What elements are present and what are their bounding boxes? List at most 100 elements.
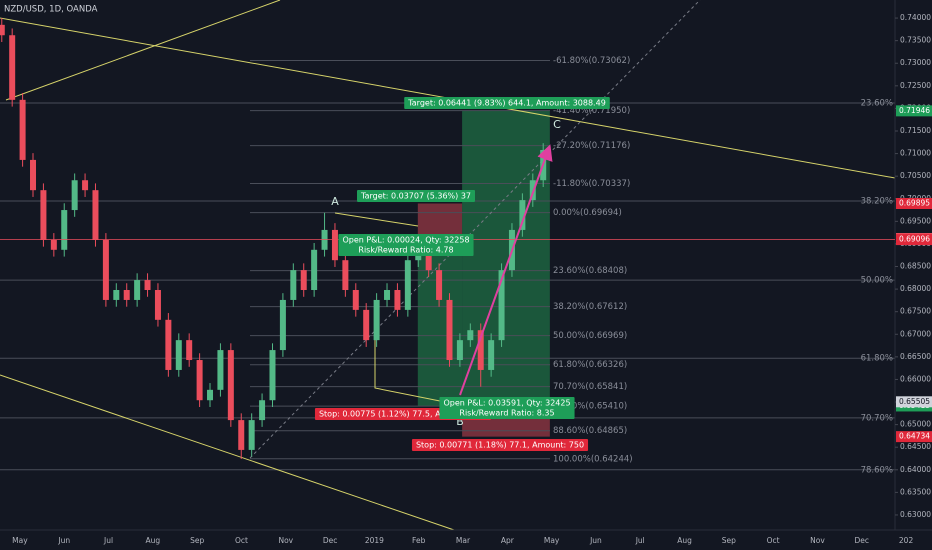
price-badge-label: 0.69096 xyxy=(899,235,930,244)
candle-body xyxy=(519,200,526,230)
candle-body xyxy=(217,350,224,390)
x-tick-label: 202 xyxy=(899,536,914,545)
price-badge xyxy=(896,198,932,210)
position-label-text: Open P&L: 0.00024, Qty: 32258 xyxy=(342,236,469,245)
x-tick-label: 2019 xyxy=(365,536,384,545)
y-tick-label: 0.65000 xyxy=(900,420,931,429)
x-tick-label: Oct xyxy=(235,536,248,545)
price-badge-label: 0.71946 xyxy=(899,106,930,115)
y-tick-label: 0.64000 xyxy=(900,465,931,474)
fib-label: 0.00%(0.69694) xyxy=(553,208,622,218)
candle-body xyxy=(71,180,78,211)
fib-label: 70.70% xyxy=(861,413,893,423)
time-axis xyxy=(0,530,932,550)
candle-body xyxy=(373,299,380,341)
candle-body xyxy=(186,340,193,361)
y-tick-label: 0.63500 xyxy=(900,487,931,496)
candle-body xyxy=(269,350,276,401)
symbol-title: NZD/USD, 1D, OANDA xyxy=(4,5,98,15)
candle-body xyxy=(30,159,37,191)
candle-body xyxy=(50,239,57,250)
candle-body xyxy=(207,389,214,401)
candle-body xyxy=(279,299,286,351)
x-tick-label: Apr xyxy=(501,536,515,545)
y-tick-label: 0.72500 xyxy=(900,81,931,90)
price-badge-label: 0.65505 xyxy=(899,397,930,406)
candle-body xyxy=(196,360,203,401)
position-label-bg xyxy=(439,397,575,419)
candle-body xyxy=(352,290,359,310)
pattern-label: C xyxy=(553,118,561,131)
position-label-text: Risk/Reward Ratio: 4.78 xyxy=(358,246,453,255)
position-label-text: Open P&L: 0.03591, Qty: 32425 xyxy=(443,399,570,408)
x-tick-label: Sep xyxy=(190,536,204,545)
candle-body xyxy=(290,270,297,300)
y-tick-label: 0.67500 xyxy=(900,307,931,316)
candle-body xyxy=(498,270,505,341)
pattern-line xyxy=(334,212,419,227)
position-label-bg xyxy=(357,190,475,202)
x-tick-label: Jun xyxy=(589,536,602,545)
candle-body xyxy=(144,280,151,291)
candle-body xyxy=(61,210,68,250)
candle-body xyxy=(123,290,130,300)
x-tick-label: Mar xyxy=(456,536,471,545)
x-tick-label: Jul xyxy=(103,536,113,545)
candle-body xyxy=(259,400,266,421)
x-tick-label: Nov xyxy=(810,536,825,545)
price-badge xyxy=(896,396,932,408)
candle-body xyxy=(311,249,318,291)
position-label-text: Risk/Reward Ratio: 8.35 xyxy=(459,409,554,418)
fib-label: 78.60% xyxy=(861,465,893,475)
candle-body xyxy=(0,24,5,36)
trend-line xyxy=(5,0,281,101)
candle-body xyxy=(436,270,443,300)
x-tick-label: Dec xyxy=(855,536,870,545)
fib-label: -61.80%(0.73062) xyxy=(553,56,630,66)
position-label-text: Target: 0.06441 (9.83%) 644.1, Amount: 3… xyxy=(407,99,606,108)
target-zone xyxy=(462,110,550,402)
candle-body xyxy=(477,330,484,370)
position-label: Target: 0.03707 (5.36%) 37 xyxy=(357,190,475,202)
pattern-label: B xyxy=(456,415,464,428)
candle-body xyxy=(425,244,432,271)
candle-body xyxy=(300,270,307,291)
candle-body xyxy=(456,340,463,361)
y-tick-label: 0.71500 xyxy=(900,126,931,135)
candle-body xyxy=(82,180,89,191)
candle-body xyxy=(227,350,234,421)
x-tick-label: May xyxy=(12,536,28,545)
candle-body xyxy=(394,290,401,310)
price-badge xyxy=(896,105,932,117)
candle-body xyxy=(40,190,47,240)
position-label: Open P&L: 0.03591, Qty: 32425Risk/Reward… xyxy=(439,397,575,419)
fib-label: 61.80%(0.66326) xyxy=(553,360,627,370)
fib-label: 50.00%(0.66969) xyxy=(553,331,627,341)
candle-body xyxy=(384,290,391,300)
candle-body xyxy=(19,99,26,160)
candle-body xyxy=(404,260,411,310)
x-tick-label: Aug xyxy=(146,536,161,545)
candle-body xyxy=(467,330,474,341)
price-badge-label: 0.64734 xyxy=(899,432,930,441)
fib-label: 100.00%(0.64244) xyxy=(553,454,633,464)
y-tick-label: 0.66500 xyxy=(900,352,931,361)
stop-zone xyxy=(417,203,463,239)
fib-label: -11.80%(0.70337) xyxy=(553,179,630,189)
y-tick-label: 0.64500 xyxy=(900,442,931,451)
x-tick-label: Jun xyxy=(57,536,70,545)
candle-body xyxy=(113,290,120,300)
y-tick-label: 0.67000 xyxy=(900,329,931,338)
candle-body xyxy=(134,280,141,300)
x-tick-label: Feb xyxy=(412,536,426,545)
position-label: Target: 0.06441 (9.83%) 644.1, Amount: 3… xyxy=(404,97,610,109)
x-tick-label: Jul xyxy=(635,536,645,545)
dashed-line xyxy=(249,0,701,459)
position-label: Open P&L: 0.00024, Qty: 32258Risk/Reward… xyxy=(338,234,474,256)
pattern-arrow xyxy=(459,144,553,396)
y-tick-label: 0.68500 xyxy=(900,262,931,271)
fib-label: 61.80% xyxy=(861,354,893,364)
y-tick-label: 0.73500 xyxy=(900,36,931,45)
position-label-bg xyxy=(338,234,474,256)
